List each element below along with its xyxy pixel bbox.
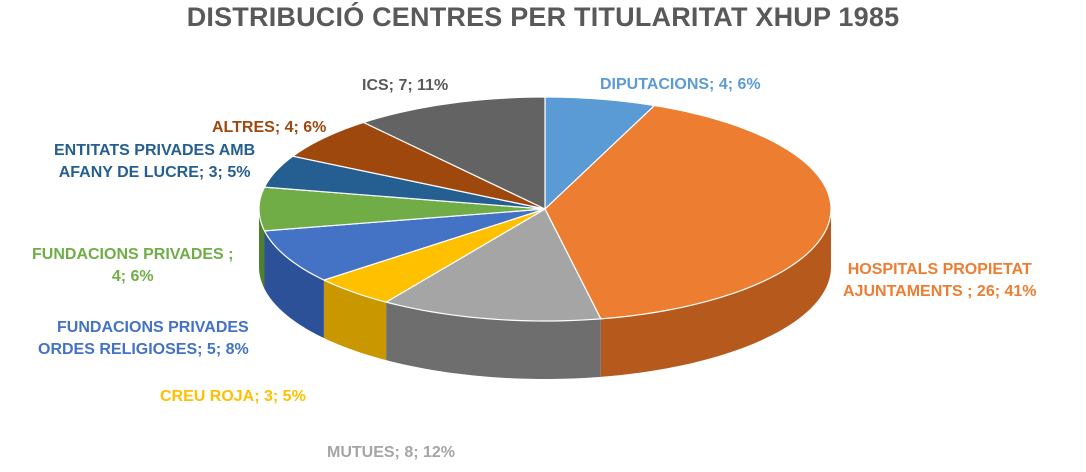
label-hospitals-ajuntaments-line1: HOSPITALS PROPIETAT [847, 261, 1032, 278]
label-fundacions-ordes: FUNDACIONS PRIVADES ORDES RELIGIOSES; 5;… [38, 317, 249, 361]
slice-altres [292, 121, 546, 210]
label-entitats-lucre-line1: ENTITATS PRIVADES AMB [54, 142, 256, 159]
label-fundacions-ordes-line1: FUNDACIONS PRIVADES [57, 319, 249, 336]
label-creu-roja: CREU ROJA; 3; 5% [160, 388, 306, 405]
label-altres: ALTRES; 4; 6% [212, 119, 327, 136]
slice-diputacions [544, 96, 656, 210]
label-fundacions-privades-line2: 4; 6% [111, 268, 154, 285]
slice-hospitals-propietat-ajuntaments [544, 104, 832, 320]
slice-mutues [385, 208, 602, 322]
slice-side-creu-roja [323, 280, 387, 361]
label-fundacions-ordes-line2: ORDES RELIGIOSES; 5; 8% [38, 341, 249, 358]
label-hospitals-ajuntaments: HOSPITALS PROPIETAT AJUNTAMENTS ; 26; 41… [843, 259, 1037, 303]
label-fundacions-privades: FUNDACIONS PRIVADES ; 4; 6% [32, 244, 234, 288]
slice-ics [362, 96, 546, 210]
label-entitats-lucre: ENTITATS PRIVADES AMB AFANY DE LUCRE; 3;… [54, 140, 255, 184]
label-mutues: MUTUES; 8; 12% [327, 444, 456, 461]
slice-fundacions-privades [258, 186, 546, 232]
label-entitats-lucre-line2: AFANY DE LUCRE; 3; 5% [58, 164, 251, 181]
slice-side-hospitals-propietat-ajuntaments [600, 209, 831, 377]
label-fundacions-privades-line1: FUNDACIONS PRIVADES ; [32, 246, 234, 263]
slice-fundacions-privades-ordes-religioses [263, 208, 546, 281]
slice-side-fundacions-privades-ordes-religioses [264, 230, 324, 339]
chart-title: DISTRIBUCIÓ CENTRES PER TITULARITAT XHUP… [186, 2, 900, 32]
label-hospitals-ajuntaments-line2: AJUNTAMENTS ; 26; 41% [843, 283, 1037, 300]
slice-entitats-privades-amb-afany-de-lucre [263, 155, 546, 210]
slice-creu-roja [323, 208, 546, 303]
label-ics: ICS; 7; 11% [362, 77, 449, 94]
label-diputacions: DIPUTACIONS; 4; 6% [600, 76, 761, 93]
